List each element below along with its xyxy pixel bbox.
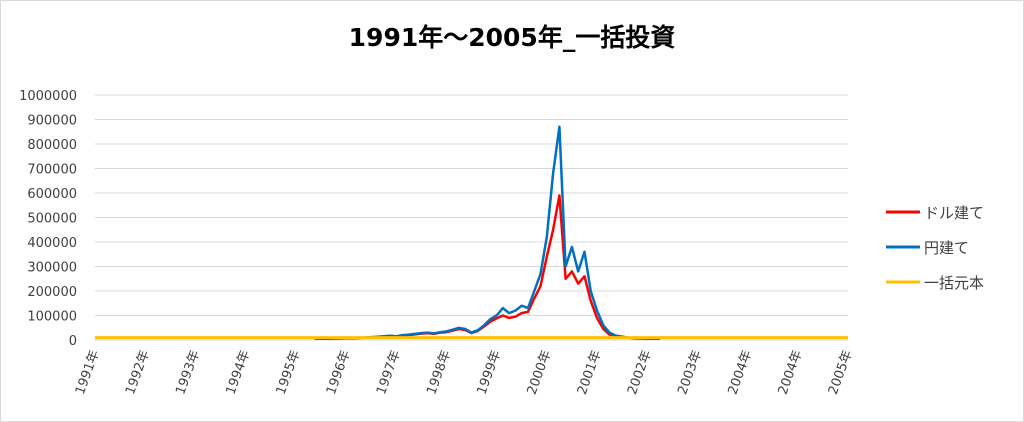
y-tick-label: 0 — [69, 334, 77, 349]
y-tick-label: 1000000 — [19, 89, 77, 104]
chart-title: 1991年～2005年_一括投資 — [349, 23, 676, 52]
y-tick-label: 200000 — [27, 285, 77, 300]
y-tick-label: 900000 — [27, 114, 77, 129]
legend-label: ドル建て — [924, 204, 984, 222]
y-tick-label: 600000 — [27, 187, 77, 202]
y-tick-label: 800000 — [27, 138, 77, 153]
y-tick-label: 700000 — [27, 163, 77, 178]
legend-label: 円建て — [924, 239, 969, 257]
legend-label: 一括元本 — [924, 274, 984, 292]
y-tick-label: 400000 — [27, 236, 77, 251]
y-tick-label: 100000 — [27, 310, 77, 325]
y-tick-label: 500000 — [27, 212, 77, 227]
y-tick-label: 300000 — [27, 261, 77, 276]
